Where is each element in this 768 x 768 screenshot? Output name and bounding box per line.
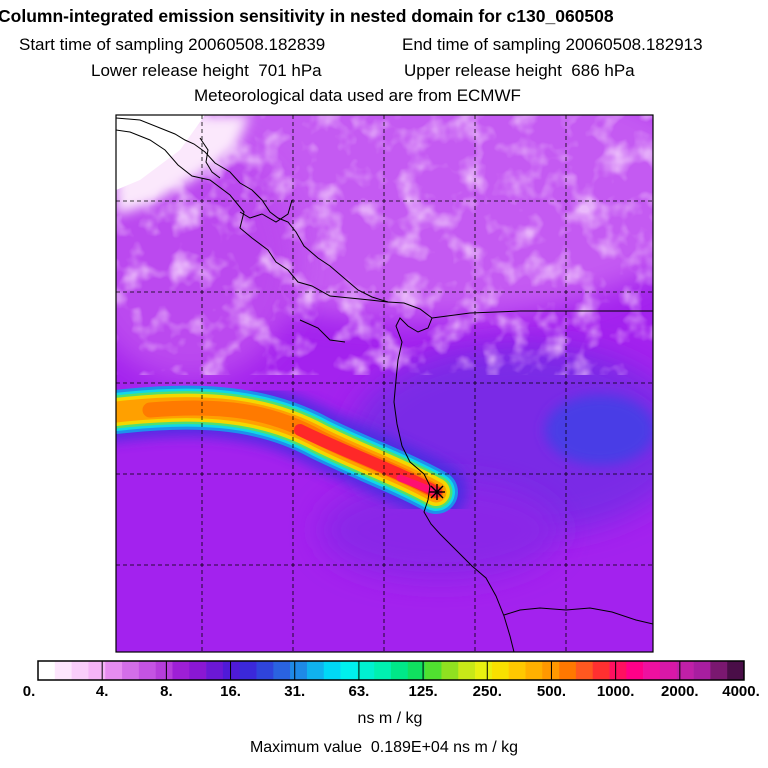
colorbar-segment (542, 661, 560, 680)
upper-release-label: Upper release height 686 hPa (404, 61, 635, 81)
colorbar-tick-label: 0. (22, 683, 36, 700)
colorbar-segment (323, 661, 341, 680)
colorbar-segment (676, 661, 694, 680)
colorbar (38, 661, 745, 680)
colorbar-segment (138, 661, 156, 680)
colorbar-tick-label: 8. (160, 683, 173, 700)
colorbar-segment (458, 661, 476, 680)
moderate-sensitivity-patch (320, 480, 560, 580)
colorbar-segment (172, 661, 190, 680)
asterisk-icon (429, 484, 445, 500)
plume-magenta-peak (396, 474, 440, 496)
coastline-north (116, 117, 515, 652)
colorbar-tick-label: 4000. (722, 683, 760, 700)
colorbar-segment (424, 661, 442, 680)
emission-plume (116, 378, 467, 521)
colorbar-segment (256, 661, 274, 680)
border-south (431, 310, 653, 319)
page-title: Column-integrated emission sensitivity i… (0, 6, 614, 26)
colorbar-segment (340, 661, 358, 680)
colorbar-segment (710, 661, 728, 680)
colorbar-segment (105, 661, 123, 680)
colorbar-segment (391, 661, 409, 680)
coast-east (503, 607, 653, 625)
colorbar-tick-label: 31. (284, 683, 306, 700)
end-time-label: End time of sampling 20060508.182913 (402, 35, 703, 55)
map-area (116, 115, 653, 652)
grid-lines (116, 115, 653, 652)
colorbar-segment (54, 661, 72, 680)
lower-release-value: 701 hPa (258, 61, 322, 80)
map-frame (115, 114, 654, 653)
colorbar-segment (38, 661, 56, 680)
colorbar-segment (357, 661, 375, 680)
start-time-caption: Start time of sampling (19, 35, 184, 54)
maximum-value-line: Maximum value 0.189E+04 ns m / kg (0, 739, 768, 757)
colorbar-segment (525, 661, 543, 680)
colorbar-segment (643, 661, 661, 680)
colorbar-segment (609, 661, 627, 680)
colorbar-segment (290, 661, 308, 680)
colorbar-segment (122, 661, 140, 680)
colorbar-tick-label: 125. (408, 683, 438, 700)
colorbar-segment (441, 661, 459, 680)
colorbar-segment (693, 661, 711, 680)
lower-release-caption: Lower release height (91, 61, 249, 80)
minimum-region-core (116, 115, 205, 190)
colorbar-tick-label: 16. (220, 683, 241, 700)
colorbar-segment (88, 661, 106, 680)
colorbar-segment (475, 661, 493, 680)
colorbar-segment (239, 661, 257, 680)
colorbar-segment (306, 661, 325, 680)
colorbar-segment (206, 661, 224, 680)
colorbar-segment (626, 661, 644, 680)
maximum-value: 0.189E+04 ns m / kg (370, 739, 519, 756)
colorbar-tick-label: 500. (536, 683, 567, 700)
colorbar-segment (407, 661, 425, 680)
colorbar-segment (273, 661, 291, 680)
colorbar-segment (155, 661, 173, 680)
colorbar-segment (559, 661, 577, 680)
colorbar-tick-label: 250. (472, 683, 502, 700)
river-lake (299, 319, 346, 343)
upper-release-value: 686 hPa (571, 61, 635, 80)
start-time-value: 20060508.182839 (188, 35, 326, 54)
colorbar-segment (71, 661, 89, 680)
border-central (239, 199, 293, 223)
coastline-inlet (199, 137, 221, 179)
colorbar-frame (37, 660, 745, 681)
colorbar-segment (592, 661, 610, 680)
coastlines (116, 117, 653, 652)
end-time-value: 20060508.182913 (565, 35, 703, 54)
colorbar-segment (575, 661, 594, 680)
colorbar-segment (727, 661, 745, 680)
maximum-value-caption: Maximum value (249, 739, 362, 756)
lower-release-label: Lower release height 701 hPa (91, 61, 322, 81)
colorbar-segment (189, 661, 207, 680)
colorbar-tick-label: 2000. (661, 683, 699, 700)
end-time-caption: End time of sampling (402, 35, 561, 54)
start-time-label: Start time of sampling 20060508.182839 (19, 35, 325, 55)
colorbar-segment (659, 661, 678, 680)
colorbar-segment (222, 661, 241, 680)
units-label: ns m / kg (357, 710, 423, 727)
border-north (116, 129, 389, 303)
colorbar-tick-label: 1000. (596, 683, 635, 700)
colorbar-segment (491, 661, 509, 680)
colorbar-segment (374, 661, 392, 680)
moderate-sensitivity-core (545, 395, 653, 465)
met-data-line: Meteorological data used are from ECMWF (194, 86, 521, 105)
colorbar-segment (508, 661, 526, 680)
upper-release-caption: Upper release height (404, 61, 562, 80)
colorbar-tick-label: 4. (95, 683, 109, 700)
colorbar-tick-label: 63. (348, 683, 370, 700)
